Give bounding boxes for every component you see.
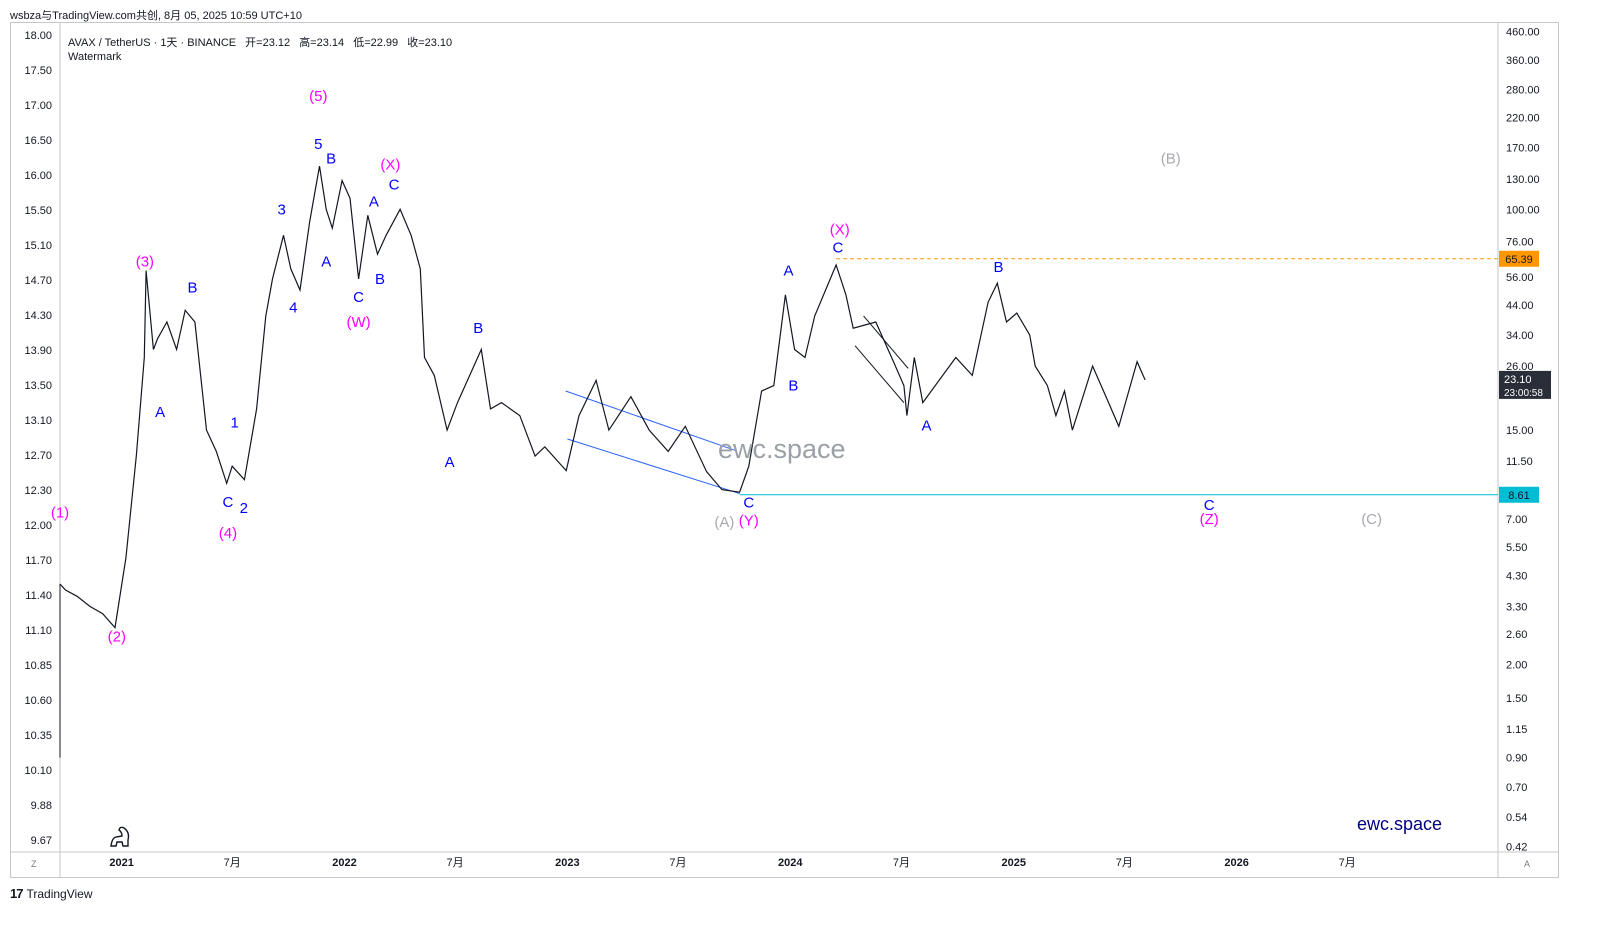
- tradingview-footer[interactable]: 17 TradingView: [10, 886, 93, 901]
- tradingview-mascot-icon: [110, 826, 130, 847]
- tradingview-logo-icon: 17: [10, 886, 24, 901]
- auto-scale-left-button[interactable]: Z: [31, 859, 37, 869]
- tradingview-brand: TradingView: [26, 886, 93, 901]
- brand-watermark: ewc.space: [1357, 814, 1443, 834]
- center-watermark: ewc.space: [718, 434, 846, 464]
- symbol-name: AVAX / TetherUS · 1天 · BINANCE: [68, 37, 237, 49]
- ohlc-close: 收=23.10: [407, 37, 453, 49]
- auto-scale-right-button[interactable]: A: [1524, 859, 1531, 869]
- watermark-indicator-label[interactable]: Watermark: [68, 51, 122, 63]
- attribution-header: wsbza与TradingView.com共创, 8月 05, 2025 10:…: [10, 10, 302, 22]
- chart-frame: [10, 22, 1559, 878]
- symbol-legend: AVAX / TetherUS · 1天 · BINANCE 开=23.12 高…: [68, 34, 458, 50]
- ohlc-open: 开=23.12: [245, 37, 291, 49]
- ohlc-high: 高=23.14: [299, 37, 345, 49]
- ohlc-low: 低=22.99: [353, 37, 399, 49]
